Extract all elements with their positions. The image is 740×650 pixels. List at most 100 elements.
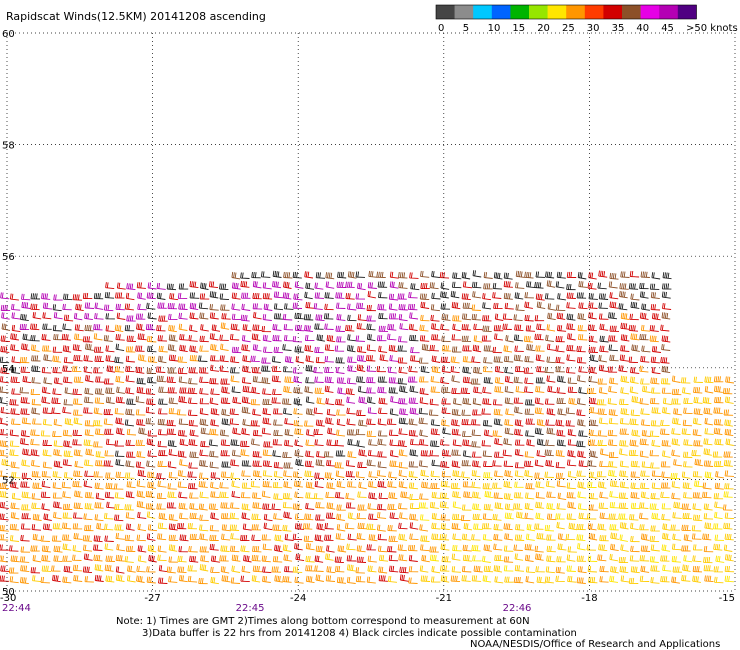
wind-barb	[640, 470, 650, 477]
wind-barb	[9, 429, 19, 437]
wind-barb	[145, 323, 156, 331]
wind-barb	[189, 345, 198, 353]
wind-barb	[578, 512, 588, 520]
wind-barb	[114, 356, 124, 364]
wind-barb	[126, 315, 136, 322]
wind-barb	[662, 532, 671, 541]
wind-barb	[408, 577, 418, 584]
wind-barb	[9, 535, 20, 542]
wind-barb	[199, 407, 209, 416]
wind-barb	[483, 460, 493, 467]
wind-barb	[544, 524, 555, 532]
wind-barb	[94, 482, 104, 490]
wind-barb	[460, 514, 471, 522]
wind-barb	[703, 556, 713, 564]
wind-barb	[304, 470, 314, 478]
wind-barb	[557, 543, 567, 551]
wind-barb	[628, 356, 639, 364]
wind-barb	[136, 480, 146, 488]
wind-barb	[336, 429, 346, 437]
wind-barb	[683, 555, 693, 563]
wind-barb	[671, 388, 682, 396]
wind-barb	[629, 555, 640, 562]
wind-barb	[72, 564, 83, 572]
wind-barb	[451, 460, 461, 468]
wind-barb	[524, 470, 533, 478]
wind-barb	[703, 503, 713, 511]
wind-barb	[398, 469, 408, 478]
wind-barb	[366, 344, 376, 352]
wind-barb	[62, 459, 72, 467]
wind-barb	[544, 471, 554, 478]
wind-barb	[9, 576, 19, 584]
wind-barb	[503, 345, 513, 353]
wind-barb	[147, 524, 158, 532]
wind-barb	[189, 324, 198, 333]
wind-barb	[230, 323, 240, 331]
wind-barb	[714, 576, 724, 584]
wind-barb	[368, 439, 378, 446]
wind-barb	[20, 546, 31, 553]
wind-barb	[482, 315, 492, 322]
wind-barb	[187, 409, 198, 416]
wind-barb	[555, 356, 565, 364]
wind-barb	[724, 533, 734, 541]
wind-barb	[20, 523, 31, 530]
wind-barb	[451, 419, 460, 427]
wind-barb	[514, 534, 525, 541]
wind-barb	[523, 460, 534, 468]
wind-barb	[93, 419, 103, 427]
wind-barb	[272, 281, 282, 289]
wind-barb	[547, 303, 557, 311]
wind-barb	[229, 545, 240, 553]
wind-barb	[219, 334, 229, 341]
wind-barb	[693, 440, 703, 447]
wind-barb	[462, 356, 472, 363]
wind-barb	[513, 334, 524, 342]
wind-barb	[355, 575, 366, 583]
wind-barb	[105, 482, 115, 490]
wind-barb	[356, 440, 365, 448]
wind-barb	[292, 533, 303, 541]
wind-barb	[661, 544, 671, 552]
wind-barb	[366, 323, 376, 331]
wind-barb	[409, 334, 419, 342]
wind-barb	[680, 377, 691, 384]
wind-barb	[683, 534, 693, 542]
wind-barb	[598, 313, 609, 320]
wind-barb	[566, 492, 576, 499]
wind-barb	[9, 440, 20, 447]
wind-barb	[513, 314, 523, 322]
wind-barb	[376, 335, 387, 342]
wind-barb	[166, 419, 176, 427]
wind-barb	[524, 314, 534, 322]
wind-barb	[524, 355, 534, 363]
wind-barb	[691, 533, 702, 540]
wind-barb	[305, 575, 315, 584]
wind-barb	[461, 324, 471, 331]
wind-barb	[704, 575, 714, 583]
wind-barb	[555, 335, 565, 343]
wind-barb	[189, 533, 200, 541]
wind-barb	[73, 417, 83, 425]
wind-barb	[367, 449, 378, 457]
wind-barb	[94, 564, 104, 572]
wind-barb	[261, 490, 271, 499]
wind-barb	[0, 429, 9, 436]
wind-barb	[125, 387, 135, 395]
wind-barb	[556, 439, 566, 447]
wind-barb	[11, 356, 21, 364]
y-tick-label: 58	[2, 141, 15, 152]
wind-barb	[407, 376, 418, 383]
wind-barb	[284, 376, 294, 383]
wind-barb	[53, 511, 62, 520]
wind-barb	[536, 323, 546, 331]
y-tick-label: 50	[2, 587, 15, 598]
wind-barb	[21, 459, 30, 467]
wind-barb	[146, 460, 156, 468]
wind-barb	[514, 439, 525, 446]
wind-barb	[397, 440, 407, 448]
wind-barb	[62, 406, 72, 414]
wind-barb	[388, 565, 399, 573]
wind-barb	[304, 334, 315, 342]
